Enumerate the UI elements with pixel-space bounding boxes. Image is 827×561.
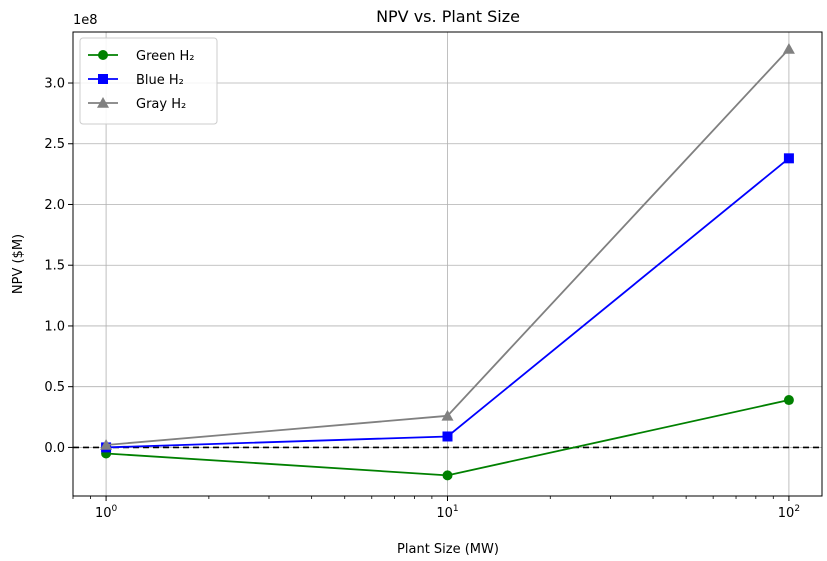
chart-title: NPV vs. Plant Size: [376, 7, 520, 26]
y-tick-label: 1.5: [44, 259, 65, 274]
data-point: [782, 43, 795, 54]
y-tick-label: 0.0: [44, 441, 65, 456]
legend-label: Green H₂: [136, 49, 195, 64]
y-tick-label: 3.0: [44, 77, 65, 92]
data-point: [783, 395, 794, 406]
x-axis-ticks: 100 101 102: [72, 496, 800, 521]
data-point: [441, 409, 454, 421]
y-tick-label: 2.5: [44, 137, 65, 152]
series-triangle: [100, 43, 795, 450]
data-point: [100, 438, 113, 450]
y-offset-label: 1e8: [73, 13, 98, 28]
legend-marker: [97, 97, 109, 108]
legend-label: Gray H₂: [136, 97, 186, 112]
legend: Green H₂ Blue H₂ Gray H₂: [79, 37, 218, 125]
x-tick-label: 101: [436, 504, 458, 521]
legend-label: Blue H₂: [136, 73, 184, 88]
grid-lines: [73, 32, 822, 496]
legend-marker: [98, 74, 108, 84]
y-axis-title: NPV ($M): [11, 234, 26, 294]
legend-entry: Gray H₂: [88, 97, 186, 112]
series-layer: [100, 43, 795, 481]
legend-entry: Blue H₂: [88, 73, 184, 88]
x-tick-label: 102: [778, 504, 800, 521]
y-tick-label: 2.0: [44, 198, 65, 213]
x-axis-title: Plant Size (MW): [397, 542, 499, 557]
legend-entry: Green H₂: [88, 49, 195, 64]
y-axis-ticks: 0.0 0.5 1.0 1.5 2.0 2.5 3.0: [44, 77, 73, 456]
x-tick-label: 100: [95, 504, 118, 521]
y-tick-label: 0.5: [44, 380, 65, 395]
data-point: [442, 470, 453, 481]
legend-marker: [98, 50, 108, 60]
y-tick-label: 1.0: [44, 319, 65, 334]
data-point: [783, 153, 794, 164]
data-point: [442, 431, 453, 442]
